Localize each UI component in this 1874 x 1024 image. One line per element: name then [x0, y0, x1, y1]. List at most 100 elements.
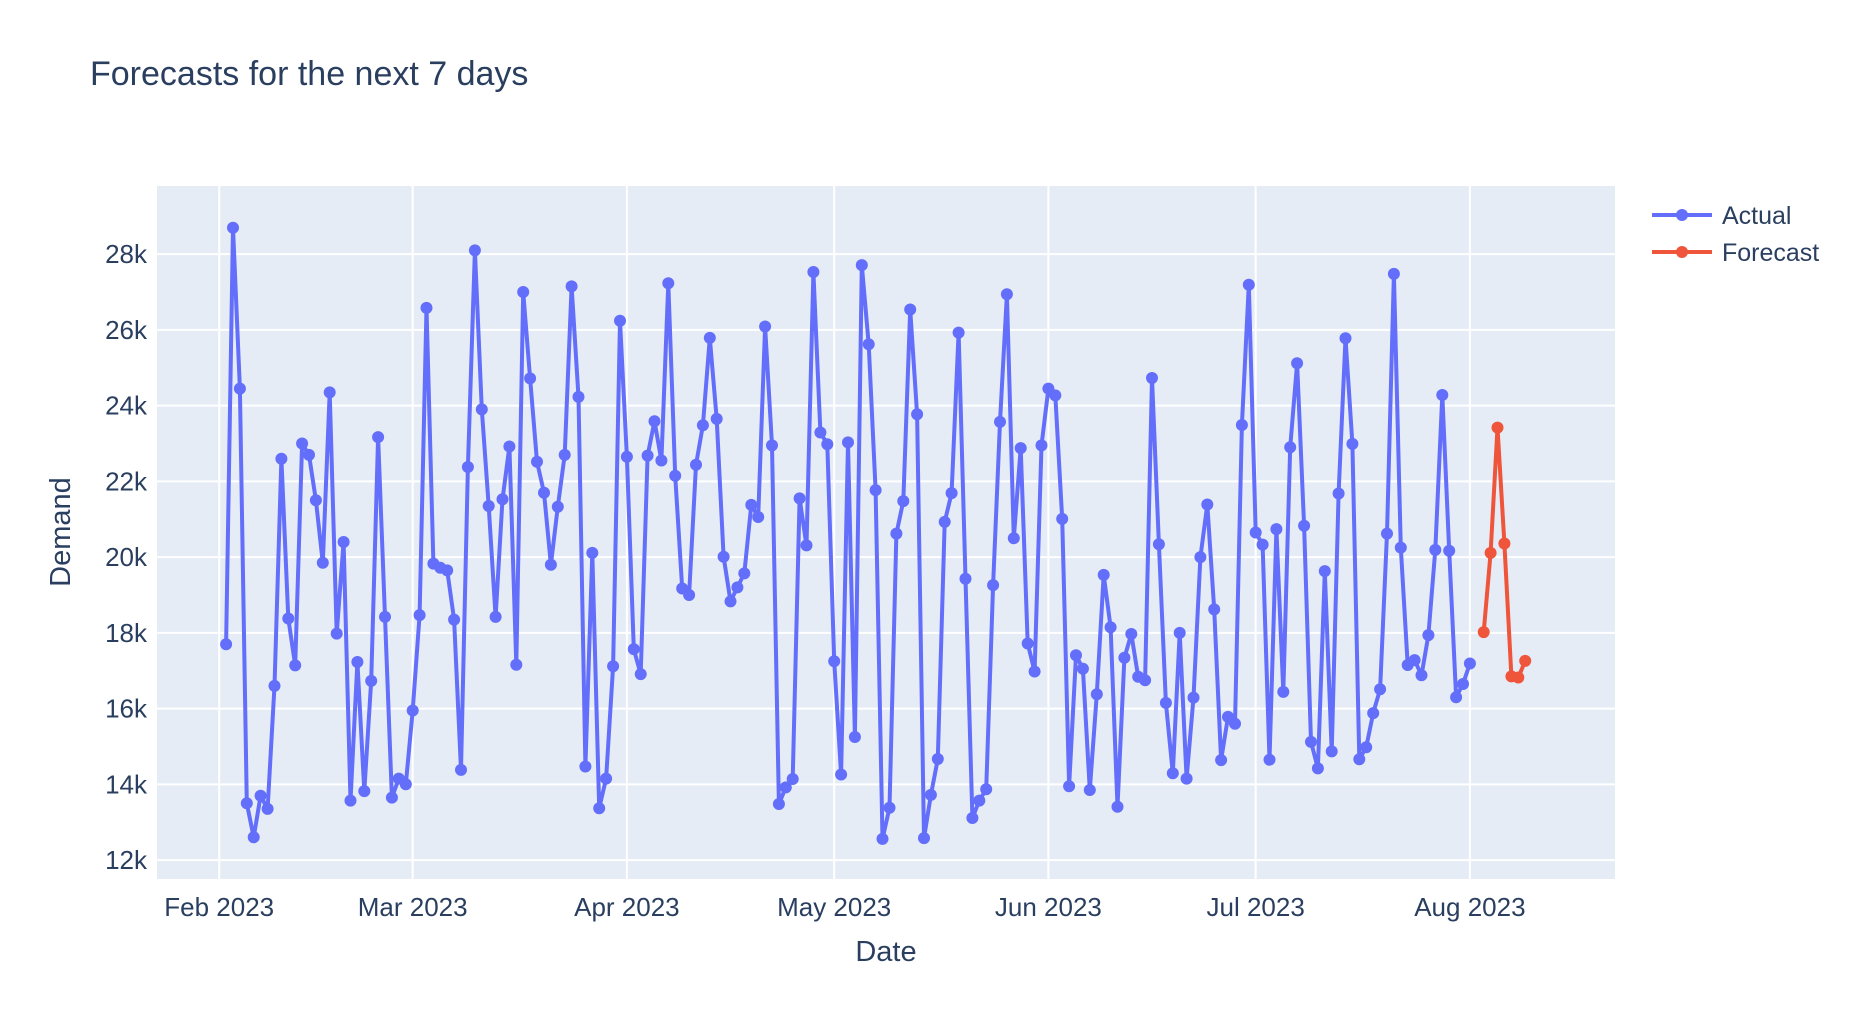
data-point-actual[interactable]: [413, 609, 426, 622]
data-point-actual[interactable]: [227, 221, 239, 234]
data-point-actual[interactable]: [814, 426, 827, 439]
data-point-actual[interactable]: [303, 448, 315, 461]
data-point-actual[interactable]: [1097, 568, 1110, 581]
data-point-actual[interactable]: [254, 789, 267, 802]
data-point-actual[interactable]: [1332, 487, 1345, 500]
data-point-actual[interactable]: [835, 768, 848, 781]
data-point-actual[interactable]: [987, 579, 1000, 592]
data-point-actual[interactable]: [316, 556, 329, 569]
data-point-actual[interactable]: [1194, 551, 1207, 564]
data-point-actual[interactable]: [800, 539, 813, 552]
data-point-actual[interactable]: [669, 469, 682, 482]
data-point-actual[interactable]: [897, 495, 910, 508]
data-point-actual[interactable]: [1007, 532, 1020, 545]
data-point-actual[interactable]: [717, 550, 730, 563]
data-point-actual[interactable]: [745, 498, 758, 511]
data-point-actual[interactable]: [461, 461, 474, 473]
data-point-actual[interactable]: [842, 436, 854, 449]
data-point-actual[interactable]: [614, 314, 626, 327]
data-point-actual[interactable]: [911, 408, 924, 421]
data-point-actual[interactable]: [855, 259, 868, 272]
data-point-actual[interactable]: [1457, 678, 1469, 690]
data-point-actual[interactable]: [662, 277, 675, 290]
data-point-actual[interactable]: [779, 781, 792, 794]
data-point-forecast[interactable]: [1512, 671, 1525, 684]
data-point-actual[interactable]: [627, 643, 640, 656]
data-point-actual[interactable]: [441, 564, 454, 577]
data-point-actual[interactable]: [1242, 278, 1255, 291]
data-point-actual[interactable]: [1318, 565, 1331, 578]
data-point-actual[interactable]: [482, 500, 495, 512]
data-point-forecast[interactable]: [1484, 546, 1497, 559]
data-point-actual[interactable]: [994, 415, 1006, 428]
data-point-actual[interactable]: [1070, 649, 1082, 662]
data-point-actual[interactable]: [1277, 685, 1290, 698]
data-point-actual[interactable]: [904, 303, 917, 316]
data-point-actual[interactable]: [240, 797, 253, 810]
data-point-actual[interactable]: [883, 801, 896, 814]
legend-item-forecast[interactable]: Forecast: [1652, 239, 1819, 267]
data-point-actual[interactable]: [731, 581, 744, 594]
data-point-actual[interactable]: [1152, 538, 1165, 551]
data-point-actual[interactable]: [1450, 691, 1463, 704]
data-point-actual[interactable]: [1270, 523, 1283, 536]
data-point-actual[interactable]: [247, 831, 260, 844]
data-point-actual[interactable]: [690, 458, 702, 471]
data-point-actual[interactable]: [330, 627, 343, 640]
data-point-actual[interactable]: [517, 286, 530, 298]
data-point-actual[interactable]: [275, 452, 288, 465]
data-point-actual[interactable]: [1049, 389, 1062, 402]
data-point-actual[interactable]: [1111, 800, 1124, 813]
data-point-actual[interactable]: [634, 668, 647, 681]
data-point-actual[interactable]: [924, 788, 937, 801]
data-point-actual[interactable]: [1201, 498, 1214, 511]
data-point-actual[interactable]: [1229, 717, 1241, 730]
data-point-actual[interactable]: [1173, 626, 1186, 639]
data-point-actual[interactable]: [600, 772, 613, 785]
data-point-actual[interactable]: [323, 386, 336, 399]
data-point-actual[interactable]: [1139, 674, 1152, 687]
data-point-actual[interactable]: [510, 658, 523, 671]
data-point-actual[interactable]: [358, 785, 371, 798]
data-point-forecast[interactable]: [1491, 421, 1504, 434]
data-point-actual[interactable]: [351, 656, 364, 668]
data-point-actual[interactable]: [945, 487, 958, 500]
data-point-actual[interactable]: [282, 612, 295, 625]
data-point-actual[interactable]: [959, 572, 972, 585]
data-point-actual[interactable]: [1056, 512, 1069, 525]
data-point-actual[interactable]: [1180, 772, 1193, 785]
data-point-actual[interactable]: [586, 546, 599, 559]
data-point-actual[interactable]: [1436, 389, 1449, 401]
data-point-actual[interactable]: [1408, 654, 1421, 667]
data-point-actual[interactable]: [1298, 519, 1311, 532]
data-point-actual[interactable]: [1305, 735, 1317, 748]
data-point-actual[interactable]: [365, 674, 378, 687]
data-point-actual[interactable]: [980, 783, 993, 796]
data-point-actual[interactable]: [703, 331, 716, 344]
data-point-actual[interactable]: [1028, 665, 1041, 678]
data-point-actual[interactable]: [1291, 357, 1304, 370]
data-point-actual[interactable]: [848, 731, 861, 743]
data-point-actual[interactable]: [1394, 541, 1407, 554]
data-point-actual[interactable]: [1083, 784, 1096, 796]
data-point-actual[interactable]: [1381, 527, 1393, 540]
data-point-actual[interactable]: [683, 589, 696, 601]
data-point-actual[interactable]: [1021, 637, 1034, 650]
data-point-actual[interactable]: [372, 431, 385, 444]
data-point-actual[interactable]: [1256, 538, 1269, 551]
data-point-actual[interactable]: [593, 802, 606, 815]
data-point-actual[interactable]: [489, 610, 502, 623]
data-point-actual[interactable]: [496, 493, 509, 506]
data-point-actual[interactable]: [710, 412, 723, 425]
data-point-actual[interactable]: [1387, 267, 1400, 280]
data-point-actual[interactable]: [289, 659, 302, 672]
data-point-actual[interactable]: [1325, 745, 1338, 758]
data-point-actual[interactable]: [1063, 780, 1076, 793]
data-point-actual[interactable]: [793, 492, 806, 505]
data-point-actual[interactable]: [558, 448, 571, 461]
data-point-actual[interactable]: [1429, 543, 1442, 556]
data-point-actual[interactable]: [869, 484, 882, 497]
data-point-actual[interactable]: [1125, 628, 1138, 640]
data-point-actual[interactable]: [938, 515, 951, 528]
data-point-actual[interactable]: [772, 798, 785, 810]
